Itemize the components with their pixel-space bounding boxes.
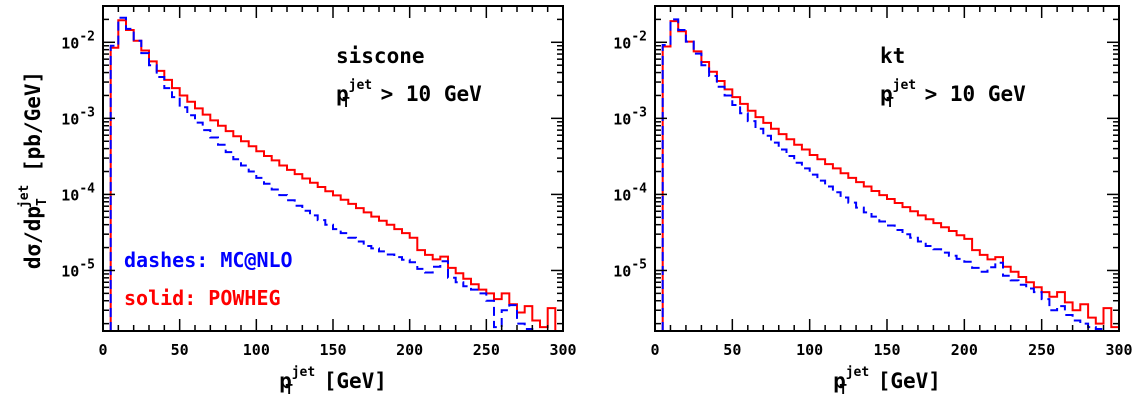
panel-kt-x-tick-label: 250 xyxy=(1028,341,1055,359)
panel-siscone-x-tick-label: 100 xyxy=(243,341,270,359)
panel-siscone-frame xyxy=(102,5,564,332)
panel-kt: 0 50 100 150 200 250 300 10-2 10-3 10-4 10-5 kt p… xyxy=(613,5,1133,398)
panel-siscone-x-tick-labels: 0 50 100 150 200 250 300 xyxy=(98,341,576,359)
panel-kt-x-tick-label: 100 xyxy=(796,341,823,359)
panel-siscone: 0 50 100 150 200 250 300 10-2 10-3 10-4 10-5 sisc… xyxy=(17,5,577,398)
panel-siscone-x-tick-label: 200 xyxy=(396,341,423,359)
panel-siscone-x-tick-label: 300 xyxy=(549,341,576,359)
panel-siscone-x-tick-label: 50 xyxy=(171,341,189,359)
panel-siscone-y-tick-label: 10-4 xyxy=(61,181,95,204)
panel-kt-x-axis-label: pjet T [GeV] xyxy=(833,365,941,396)
panel-kt-frame xyxy=(654,5,1120,332)
panel-kt-x-tick-label: 150 xyxy=(873,341,900,359)
legend-solid-powheg: solid: POWHEG xyxy=(124,286,281,310)
panel-kt-y-tick-label: 10-2 xyxy=(613,29,647,52)
panel-kt-y-tick-labels: 10-2 10-3 10-4 10-5 xyxy=(613,29,647,280)
legend-dashes-mcatnlo: dashes: MC@NLO xyxy=(124,248,293,272)
panel-kt-curves xyxy=(661,18,1119,332)
panel-siscone-y-tick-labels: 10-2 10-3 10-4 10-5 xyxy=(61,29,95,280)
panel-kt-y-tick-label: 10-4 xyxy=(613,181,647,204)
panel-kt-x-tick-label: 50 xyxy=(723,341,741,359)
panel-siscone-y-tick-label: 10-2 xyxy=(61,29,95,52)
panel-kt-annotation-algorithm: kt xyxy=(880,44,905,68)
panel-siscone-x-tick-label: 0 xyxy=(98,341,107,359)
panel-kt-x-tick-label: 200 xyxy=(951,341,978,359)
panel-kt-annotation-cut: pjet T > 10 GeV xyxy=(880,78,1026,111)
panel-siscone-y-tick-label: 10-3 xyxy=(61,105,95,128)
panel-kt-y-tick-label: 10-3 xyxy=(613,105,647,128)
panel-siscone-annotation-cut: pjet T > 10 GeV xyxy=(336,78,482,111)
panel-siscone-curves xyxy=(109,16,563,332)
panel-kt-x-tick-label: 0 xyxy=(650,341,659,359)
panel-kt-x-tick-labels: 0 50 100 150 200 250 300 xyxy=(650,341,1132,359)
panel-siscone-y-tick-label: 10-5 xyxy=(61,257,95,280)
panel-siscone-x-tick-label: 250 xyxy=(473,341,500,359)
panel-kt-series-mcatnlo xyxy=(661,18,1119,332)
y-axis-label: dσ/dpTjet [pb/GeV] xyxy=(17,71,50,269)
panel-siscone-annotation-algorithm: siscone xyxy=(336,44,425,68)
panel-siscone-x-axis-label: pjet T [GeV] xyxy=(279,365,387,396)
panel-kt-y-tick-label: 10-5 xyxy=(613,257,647,280)
panel-siscone-series-mcatnlo xyxy=(109,16,563,332)
panel-siscone-x-tick-label: 150 xyxy=(319,341,346,359)
panel-siscone-series-powheg xyxy=(109,19,563,332)
panel-kt-series-powheg xyxy=(661,20,1119,331)
panel-kt-x-tick-label: 300 xyxy=(1105,341,1132,359)
panel-siscone-ticks xyxy=(102,5,564,331)
